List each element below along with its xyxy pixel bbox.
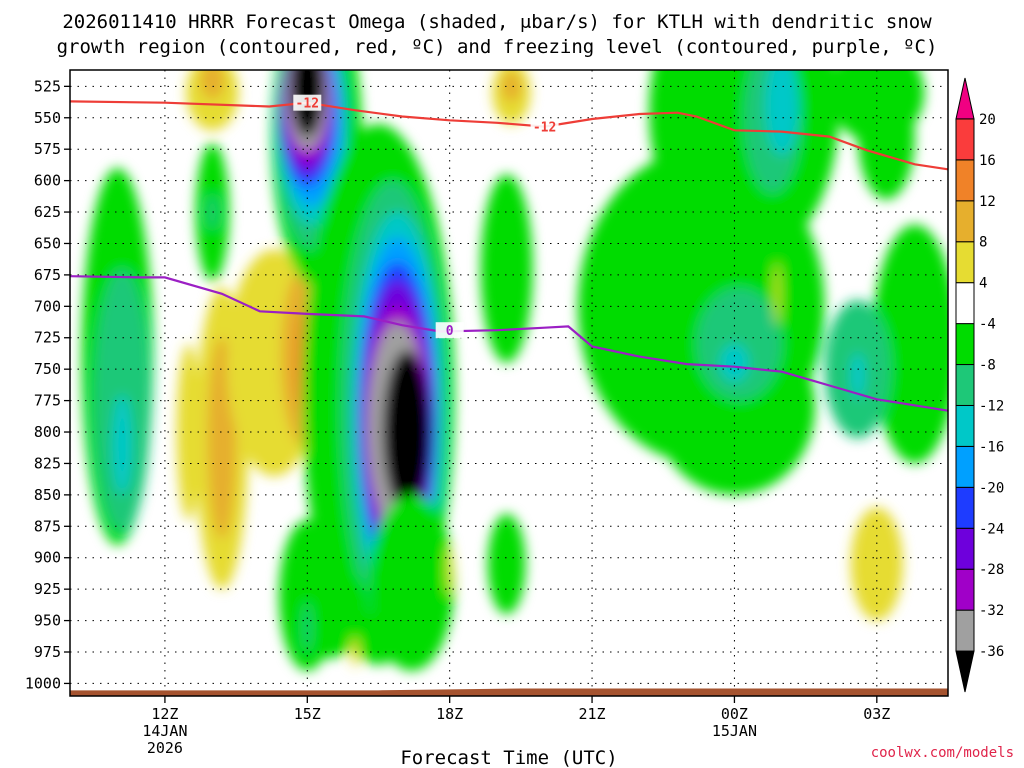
colorbar-label-1: 16 (979, 153, 996, 169)
x-tick-label-00Z-0: 00Z (721, 705, 748, 723)
omega-region-46 (696, 287, 782, 401)
x-tick-label-12Z-2: 2026 (147, 739, 183, 757)
colorbar-label-7: -12 (979, 398, 1004, 414)
omega-region-53 (774, 262, 780, 326)
omega-region-9 (186, 70, 239, 131)
colorbar-swatch-8 (955, 323, 975, 366)
x-tick-label-21Z-0: 21Z (579, 705, 606, 723)
y-tick-label-575: 575 (34, 140, 61, 158)
plot-area: -12 -12 0 (69, 69, 949, 697)
x-tick-label-03Z-0: 03Z (863, 705, 890, 723)
dendritic-snow-growth-label-0: -12 (296, 97, 319, 112)
colorbar-swatch-4 (955, 486, 975, 529)
colorbar-label-10: -24 (979, 521, 1004, 537)
omega-region-50 (850, 352, 865, 399)
y-tick-label-925: 925 (34, 580, 61, 598)
terrain-fill (70, 688, 948, 696)
omega-region-36 (303, 601, 312, 653)
y-tick-label-625: 625 (34, 203, 61, 221)
colorbar-label-12: -32 (979, 603, 1004, 619)
y-tick-label-600: 600 (34, 172, 61, 190)
colorbar-label-3: 8 (979, 235, 987, 251)
colorbar-swatch-5 (955, 445, 975, 488)
colorbar-label-0: 20 (979, 112, 996, 128)
colorbar-swatch-10 (955, 241, 975, 284)
colorbar-label-13: -36 (979, 644, 1004, 660)
omega-region-39 (480, 174, 533, 363)
colorbar-swatch-6 (955, 404, 975, 447)
y-tick-label-700: 700 (34, 297, 61, 315)
y-tick-label-725: 725 (34, 329, 61, 347)
y-tick-label-650: 650 (34, 234, 61, 252)
y-tick-label-975: 975 (34, 643, 61, 661)
y-tick-label-850: 850 (34, 486, 61, 504)
omega-region-48 (872, 224, 948, 464)
colorbar-swatch-11 (955, 200, 975, 243)
colorbar-swatch-2 (955, 568, 975, 611)
y-tick-label-950: 950 (34, 612, 61, 630)
freezing-level-label-0: 0 (446, 324, 454, 339)
plot-frame (69, 69, 949, 697)
x-tick-label-00Z-1: 15JAN (712, 722, 757, 740)
x-axis-label: Forecast Time (UTC) (400, 747, 617, 768)
colorbar-swatch-14 (955, 77, 975, 120)
dendritic-snow-growth-label-bg-0 (293, 94, 322, 111)
x-tick-label-12Z-0: 12Z (151, 705, 178, 723)
colorbar-swatch-12 (955, 159, 975, 202)
y-tick-label-550: 550 (34, 109, 61, 127)
colorbar-label-4: 4 (979, 276, 987, 292)
omega-region-12 (501, 71, 521, 102)
chart-title-line-2: growth region (contoured, red, ºC) and f… (57, 36, 938, 58)
y-tick-label-525: 525 (34, 77, 61, 95)
colorbar-swatch-7 (955, 364, 975, 406)
temperature-contours: -12 -12 0 (70, 94, 948, 412)
colorbar-label-11: -28 (979, 562, 1004, 578)
colorbar-label-9: -20 (979, 480, 1004, 496)
y-tick-label-1000: 1000 (25, 674, 61, 692)
y-tick-label-900: 900 (34, 549, 61, 567)
colorbar-swatch-13 (955, 118, 975, 161)
omega-region-2 (112, 394, 132, 495)
y-tick-label-675: 675 (34, 266, 61, 284)
omega-shading (81, 70, 948, 671)
colorbar-swatch-1 (955, 609, 975, 652)
colorbar-swatch-3 (955, 527, 975, 570)
freezing-level-label-bg-0 (435, 322, 464, 339)
colorbar: 20 16 12 8 4 -4 -8 -12 -16 -20 -24 -28 -32 -36 (955, 77, 1004, 693)
y-tick-label-750: 750 (34, 360, 61, 378)
dendritic-snow-growth-label-bg-1 (530, 118, 559, 135)
colorbar-swatch-9 (955, 282, 975, 325)
omega-region-40 (487, 513, 526, 615)
x-tick-label-12Z-1: 14JAN (142, 722, 187, 740)
y-tick-label-875: 875 (34, 517, 61, 535)
colorbar-swatch-0 (955, 650, 975, 693)
omega-region-33 (368, 494, 455, 671)
x-tick-label-15Z-0: 15Z (294, 705, 321, 723)
dendritic-snow-growth-label-1: -12 (533, 121, 556, 136)
colorbar-label-8: -16 (979, 439, 1004, 455)
omega-region-37 (350, 636, 359, 668)
y-tick-label-775: 775 (34, 392, 61, 410)
omega-region-32 (383, 350, 431, 514)
x-tick-label-18Z-0: 18Z (436, 705, 463, 723)
omega-region-52 (857, 73, 915, 200)
y-axis: 525 550 575 600 625 650 675 700 725 750 775 800 825 8… (25, 77, 70, 692)
omega-region-5 (176, 344, 201, 521)
y-tick-label-800: 800 (34, 423, 61, 441)
omega-region-14 (207, 193, 218, 231)
omega-region-38 (446, 545, 453, 596)
colorbar-label-6: -8 (979, 358, 996, 374)
credit-text: coolwx.com/models (871, 745, 1014, 761)
colorbar-label-5: -4 (979, 317, 996, 333)
chart-title-line-1: 2026011410 HRRR Forecast Omega (shaded, … (62, 11, 932, 33)
freezing-level-line (70, 275, 948, 412)
omega-region-45 (765, 70, 799, 156)
y-tick-label-825: 825 (34, 454, 61, 472)
colorbar-label-2: 12 (979, 194, 996, 210)
omega-region-54 (850, 507, 903, 621)
omega-region-10 (200, 70, 225, 99)
